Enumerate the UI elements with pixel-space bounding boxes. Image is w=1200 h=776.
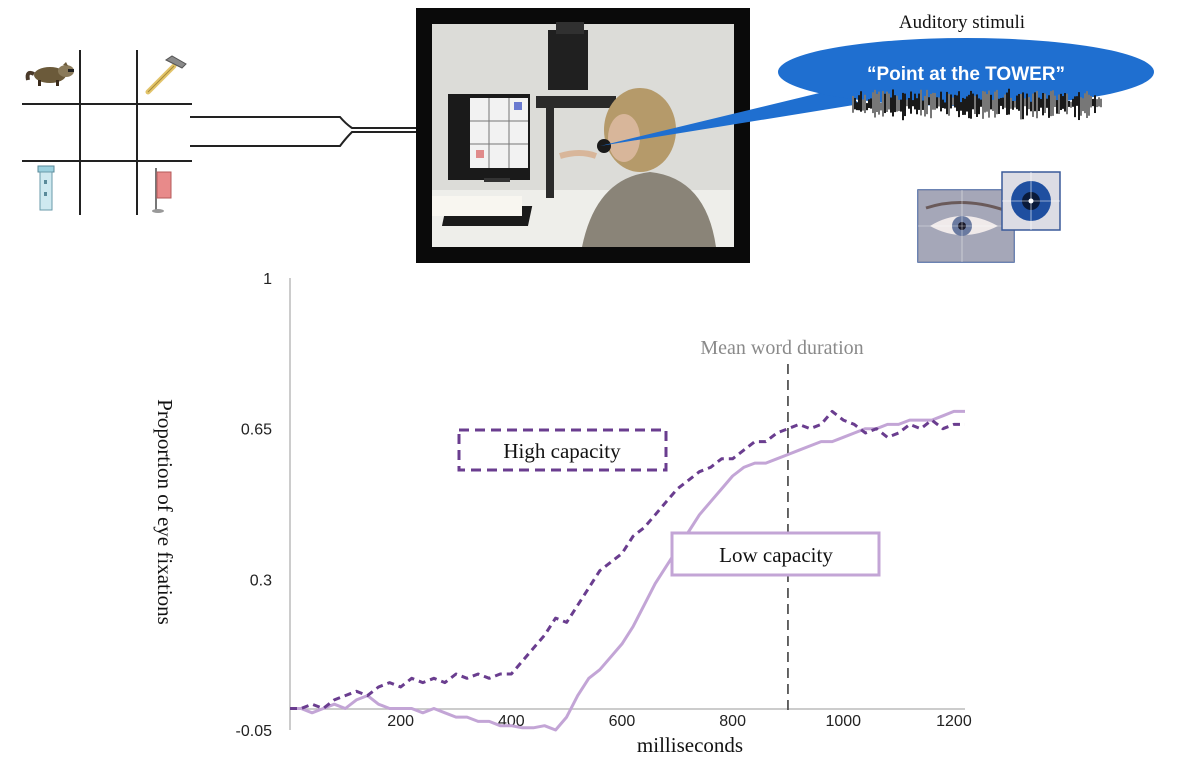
experiment-photo (416, 8, 750, 263)
eye-image (917, 189, 1015, 263)
x-tick-label: 200 (387, 713, 414, 730)
chart: -0.050.30.651 200 400 600 800 1000 1200 Mean … (153, 271, 972, 757)
auditory-title: Auditory stimuli (899, 12, 1025, 33)
y-tick-label: 1 (263, 271, 272, 288)
high-capacity-line (290, 409, 965, 710)
y-axis-label: Proportion of eye fixations (153, 399, 177, 625)
y-tick-label: 0.3 (250, 572, 272, 589)
high-capacity-legend-label: High capacity (503, 439, 621, 463)
grid-connector (190, 116, 418, 147)
x-tick-label: 600 (609, 713, 636, 730)
y-tick-label: 0.65 (241, 422, 272, 439)
speech-waveform-icon (852, 88, 1102, 121)
x-axis-label: milliseconds (637, 733, 743, 757)
tower-icon (37, 165, 55, 211)
low-capacity-line (290, 409, 965, 732)
high-capacity-legend-box (457, 428, 668, 472)
raccoon-icon (25, 62, 74, 86)
flag-icon (152, 168, 172, 213)
x-tick-label: 1000 (825, 713, 861, 730)
bubble-tail (600, 88, 860, 146)
target-grid (22, 50, 192, 215)
bubble-text: “Point at the TOWER” (867, 64, 1065, 85)
hammer-icon (145, 55, 187, 95)
low-capacity-legend-box (670, 531, 881, 577)
low-capacity-legend-label: Low capacity (719, 543, 833, 567)
y-tick-label: -0.05 (236, 723, 273, 740)
pupil-closeup-image (1001, 171, 1061, 231)
x-tick-label: 800 (719, 713, 746, 730)
x-tick-label: 1200 (936, 713, 972, 730)
mean-word-duration-label: Mean word duration (700, 337, 863, 359)
speech-bubble (778, 38, 1154, 106)
